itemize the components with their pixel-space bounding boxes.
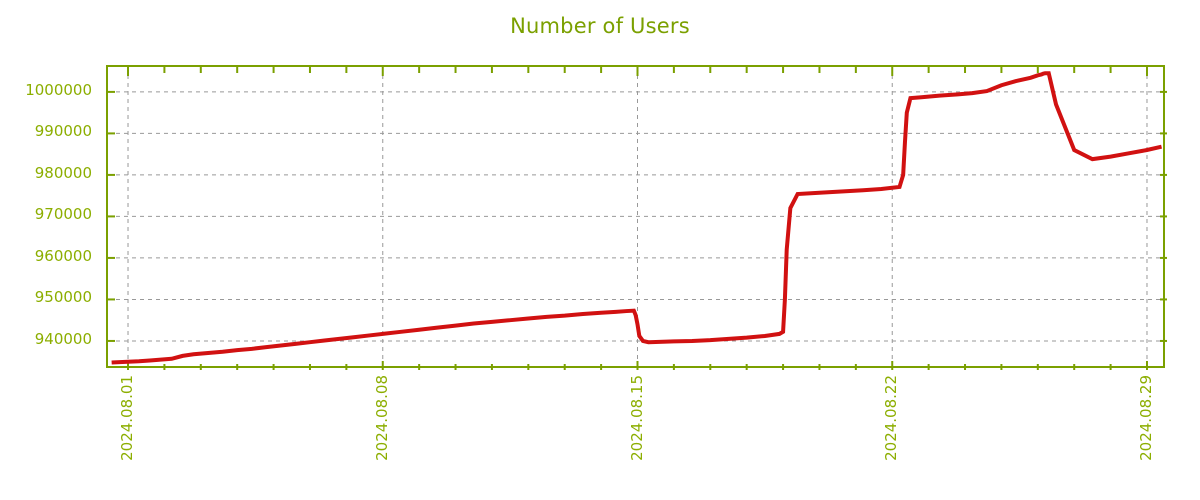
plot-svg: [108, 67, 1167, 370]
y-axis-label: 980000: [34, 163, 92, 182]
x-axis-label: 2024.08.01: [118, 375, 136, 461]
y-axis-label: 950000: [34, 288, 92, 307]
grid-lines: [108, 67, 1167, 370]
axis-tick-marks: [108, 67, 1167, 370]
x-axis-label: 2024.08.15: [627, 375, 646, 461]
x-axis-label: 2024.08.08: [372, 375, 391, 461]
x-axis-label: 2024.08.29: [1136, 375, 1155, 461]
x-axis-label: 2024.08.22: [882, 375, 901, 461]
y-axis-label: 960000: [34, 246, 92, 265]
y-axis-label: 1000000: [25, 80, 92, 99]
data-series-group: [111, 71, 1162, 365]
y-axis-label: 990000: [34, 122, 92, 141]
y-axis-label: 940000: [34, 329, 92, 348]
chart-title: Number of Users: [510, 14, 690, 38]
y-axis-label: 970000: [34, 205, 92, 224]
data-line-number-of-users: [111, 71, 1162, 365]
plot-area: [106, 65, 1167, 370]
